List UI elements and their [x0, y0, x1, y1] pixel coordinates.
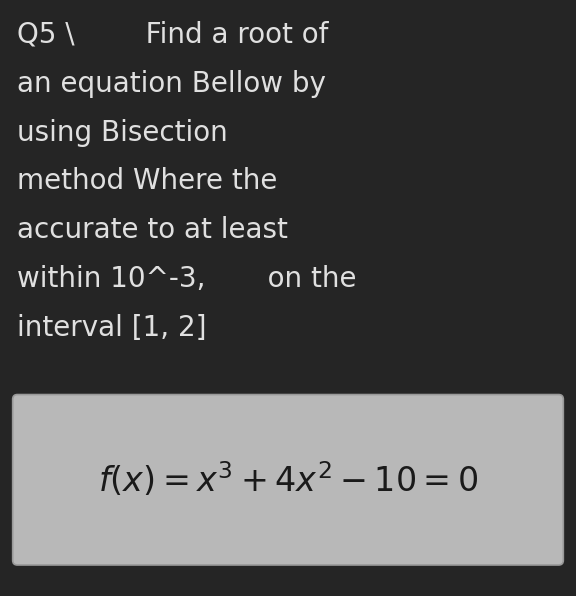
Text: $f(x) = x^3 + 4x^2 - 10 = 0$: $f(x) = x^3 + 4x^2 - 10 = 0$ [98, 460, 478, 499]
Text: an equation Bellow by: an equation Bellow by [17, 70, 326, 98]
Text: within 10^-3,       on the: within 10^-3, on the [17, 265, 357, 293]
Text: accurate to at least: accurate to at least [17, 216, 288, 244]
Text: interval [1, 2]: interval [1, 2] [17, 314, 207, 342]
FancyBboxPatch shape [13, 395, 563, 565]
Text: method Where the: method Where the [17, 167, 278, 195]
Text: Q5 \        Find a root of: Q5 \ Find a root of [17, 21, 329, 49]
Text: using Bisection: using Bisection [17, 119, 228, 147]
